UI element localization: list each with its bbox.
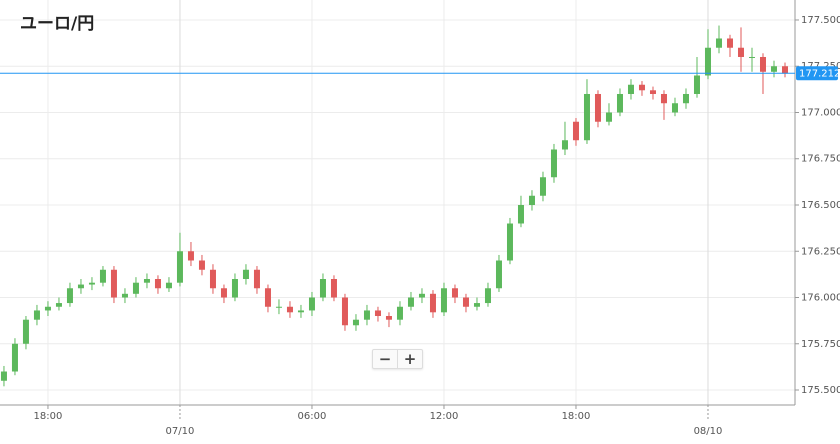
candle-body [33,310,40,320]
y-tick-label: 175.750 [801,339,840,350]
candle-body [22,319,29,344]
candle-body [748,56,755,58]
candle-body [242,269,249,280]
candle-body [484,288,491,304]
candle-body [275,306,282,308]
candle-body [374,310,381,317]
candle-body [0,371,7,381]
candle-body [550,149,557,178]
candle-body [77,284,84,289]
candle-body [143,279,150,283]
candle-body [495,260,502,289]
candle-body [473,303,480,307]
candle-body [264,288,271,307]
candle-body [726,38,733,48]
candle-body [781,66,788,74]
candle-body [110,269,117,298]
candle-body [462,297,469,307]
candle-body [693,75,700,94]
candle-body [66,288,73,304]
candle-body [539,177,546,196]
candle-body [253,269,260,289]
candle-body [319,279,326,298]
candle-body [605,112,612,122]
zoom-in-button[interactable]: + [397,350,422,368]
candle-body [341,297,348,326]
candle-body [231,279,238,298]
candle-body [594,93,601,122]
candle-body [506,223,513,261]
candle-body [385,316,392,320]
candle-body [638,84,645,91]
x-tick-label: 08/10 [694,426,723,437]
candle-body [583,93,590,141]
candle-body [165,282,172,289]
candle-body [220,288,227,298]
candle-body [660,93,667,104]
candle-body [759,56,766,72]
candle-body [561,140,568,150]
candle-body [121,293,128,298]
candle-body [572,121,579,141]
candle-body [627,84,634,94]
candle-body [308,297,315,311]
y-tick-label: 177.000 [801,107,840,118]
chart-title: ユーロ/円 [20,14,94,34]
candle-body [429,293,436,313]
candle-body [715,38,722,48]
current-price-label: 177.212 [799,68,840,79]
y-tick-label: 176.500 [801,200,840,211]
candle-body [297,310,304,313]
y-tick-label: 176.000 [801,293,840,304]
candle-body [198,260,205,270]
candle-body [330,279,337,298]
candle-body [44,306,51,311]
candle-body [418,293,425,298]
candle-body [187,251,194,261]
candle-body [517,204,524,224]
x-tick-label: 18:00 [562,411,591,422]
candle-body [55,303,62,307]
candle-body [440,288,447,313]
candle-body [649,90,656,94]
candle-body [407,297,414,307]
candle-body [704,47,711,76]
candle-body [88,282,95,285]
y-tick-label: 176.750 [801,154,840,165]
x-tick-label: 12:00 [430,411,459,422]
candle-body [352,319,359,326]
candle-body [528,195,535,205]
zoom-controls: − + [372,349,423,369]
candle-body [671,103,678,113]
candle-body [286,306,293,313]
candle-body [682,93,689,104]
candle-body [616,93,623,113]
candle-body [770,66,777,72]
candle-body [209,269,216,289]
candle-body [154,279,161,289]
current-price-box [796,66,838,81]
candle-body [11,343,18,372]
x-tick-label: 07/10 [166,426,195,437]
y-tick-label: 176.250 [801,246,840,257]
x-tick-label: 18:00 [34,411,63,422]
candle-body [737,47,744,57]
candle-body [363,310,370,320]
candle-body [132,282,139,294]
y-tick-label: 177.500 [801,15,840,26]
y-tick-label: 175.500 [801,385,840,396]
zoom-out-button[interactable]: − [378,350,392,368]
candle-body [176,251,183,283]
candle-body [451,288,458,298]
x-tick-label: 06:00 [298,411,327,422]
candle-body [396,306,403,320]
candle-body [99,269,106,283]
